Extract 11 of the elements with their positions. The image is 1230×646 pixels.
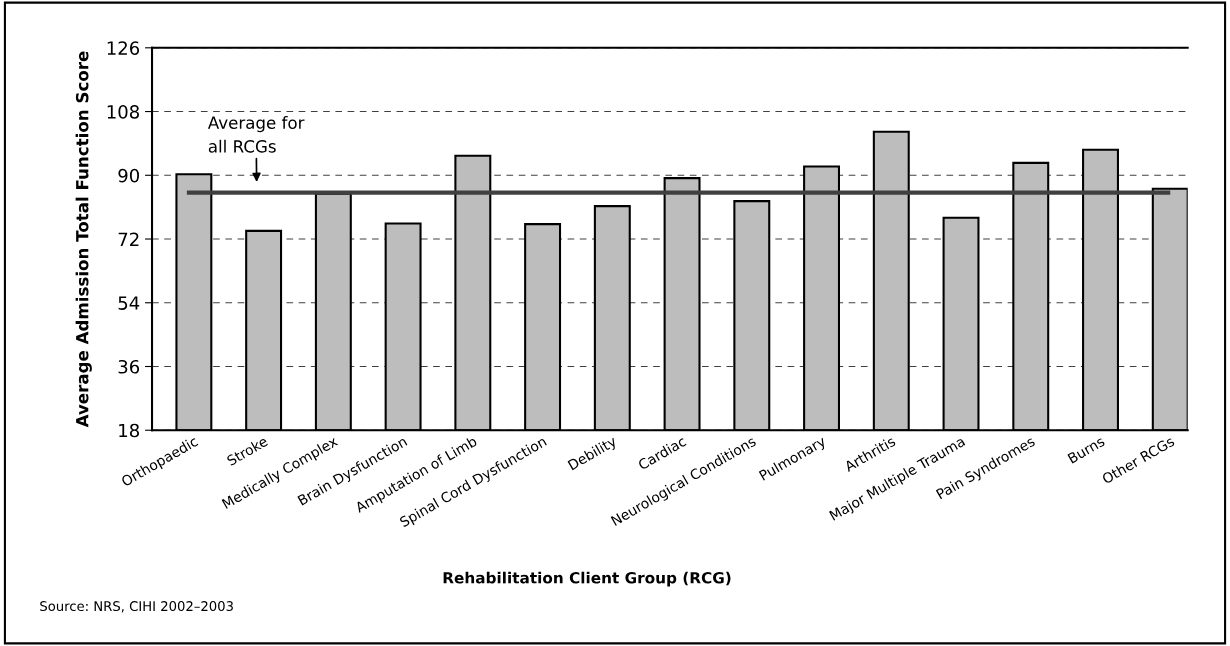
y-tick-label: 18 bbox=[119, 423, 139, 438]
y-tick-label: 54 bbox=[118, 296, 140, 310]
y-tick-label: 90 bbox=[118, 168, 140, 183]
source-note: Source: NRS, CIHI 2002–2003 bbox=[40, 601, 233, 613]
ref-line-label: Average for all RCGs bbox=[207, 116, 305, 153]
y-tick-label: 36 bbox=[118, 359, 140, 374]
x-axis-title: Rehabilitation Client Group (RCG) bbox=[443, 571, 731, 587]
y-axis-title: Average Admission Total Function Score bbox=[75, 51, 92, 428]
y-tick-label: 126 bbox=[107, 41, 140, 55]
y-tick-label: 108 bbox=[107, 105, 139, 119]
y-tick-label: 72 bbox=[118, 232, 139, 246]
